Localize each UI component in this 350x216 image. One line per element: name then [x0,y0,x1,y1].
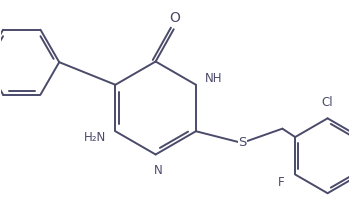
Text: NH: NH [205,72,222,85]
Text: N: N [154,164,163,176]
Text: H₂N: H₂N [84,131,106,144]
Text: S: S [238,136,246,149]
Text: O: O [169,11,181,25]
Text: Cl: Cl [322,96,334,109]
Text: F: F [278,176,285,189]
